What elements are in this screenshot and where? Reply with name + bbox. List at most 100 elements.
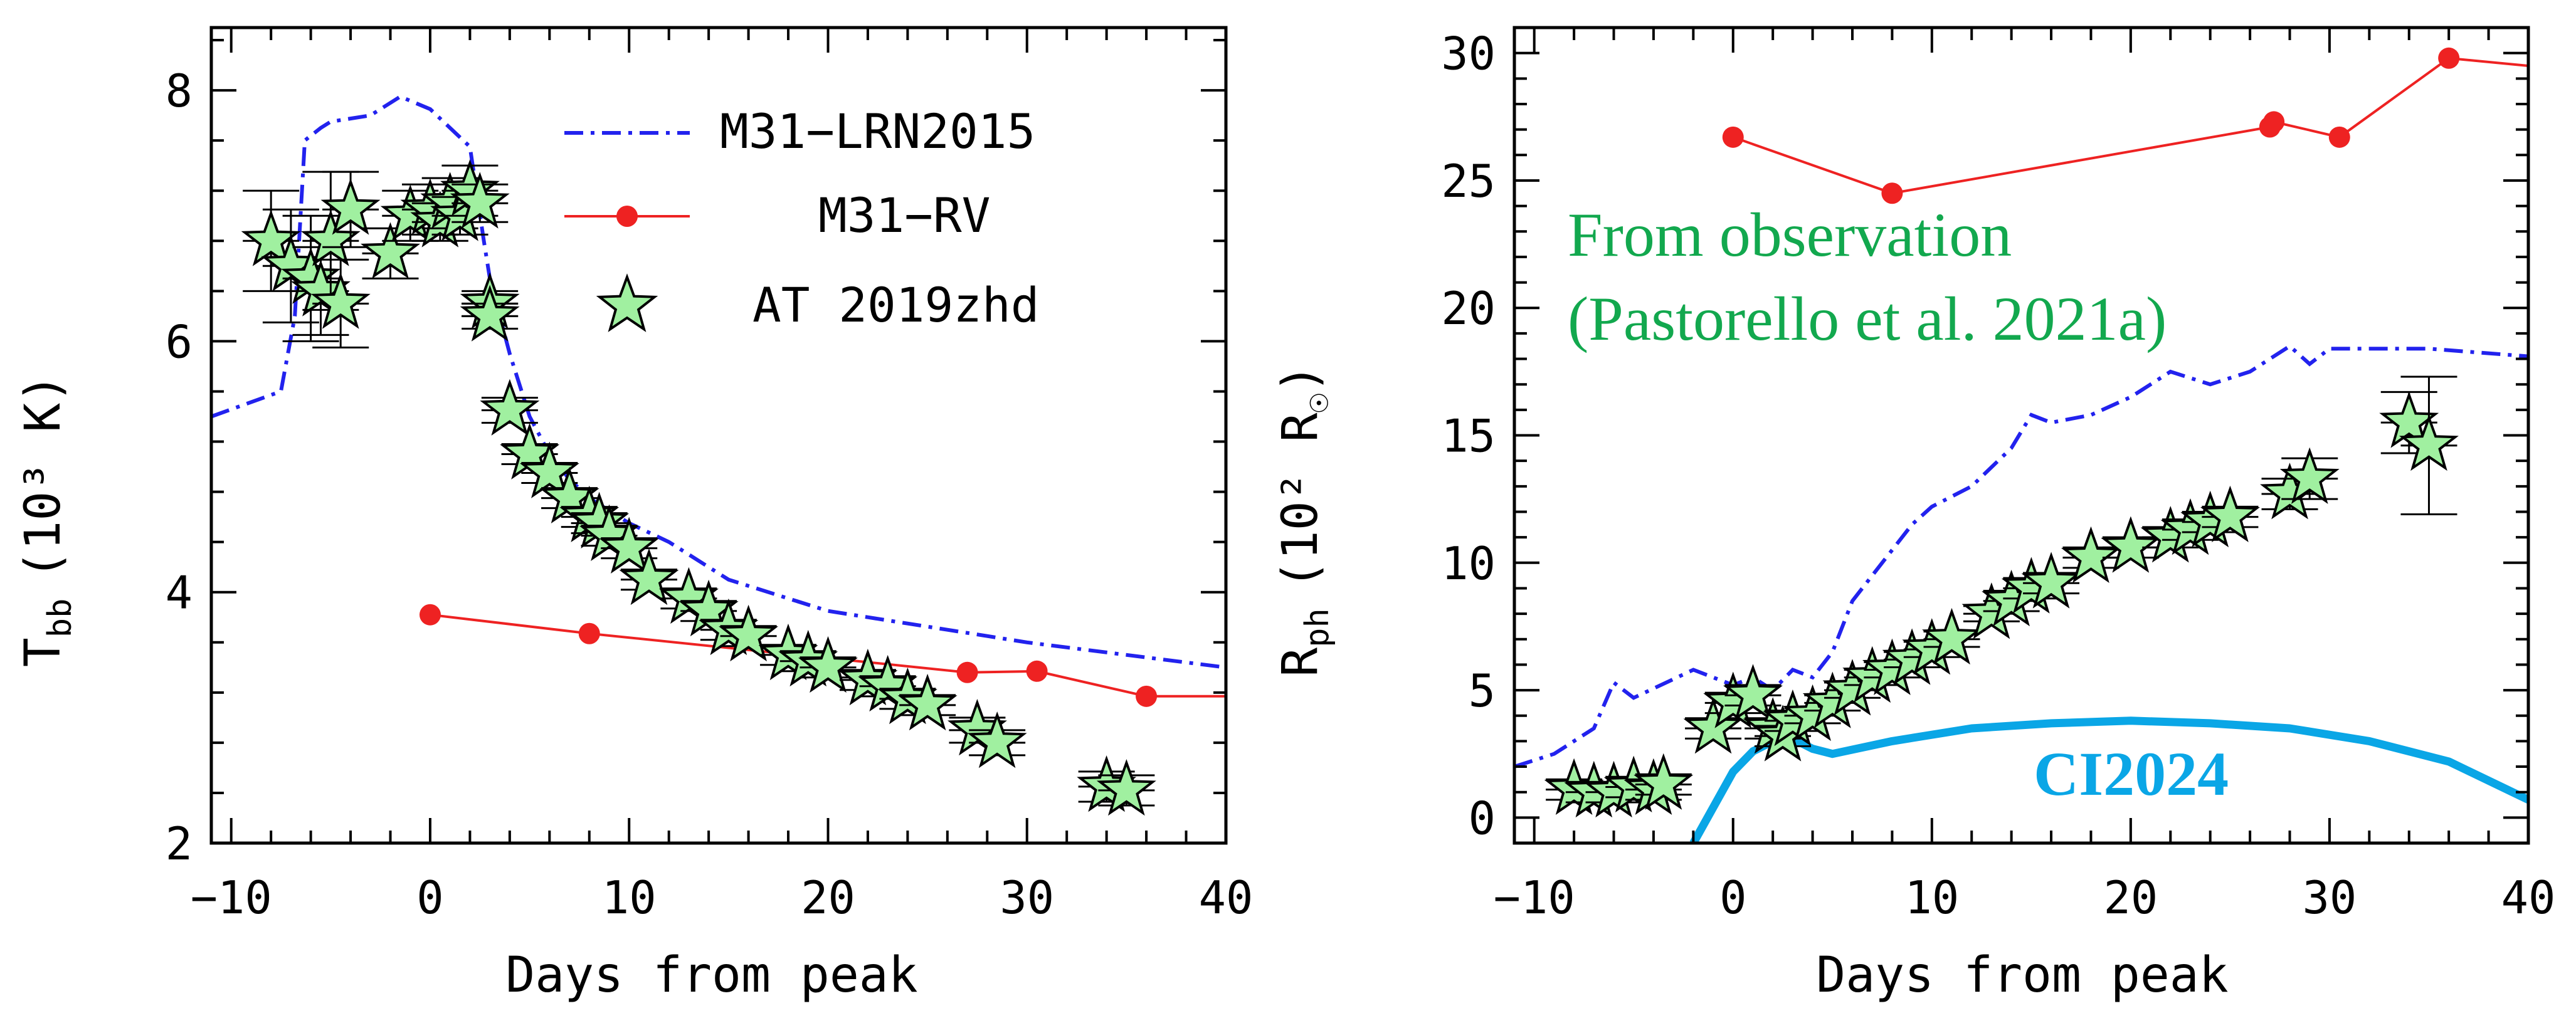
right-data-point xyxy=(2279,447,2340,504)
right-data-point xyxy=(2200,485,2260,542)
right-y-tick-label: 15 xyxy=(1441,410,1496,463)
annotation-ci2024: CI2024 xyxy=(2034,739,2229,809)
right-series-line-m31-rv xyxy=(1733,56,2528,195)
annotation-from-observation: From observation xyxy=(1568,200,2012,270)
star-marker xyxy=(480,379,540,436)
left-data-point xyxy=(480,379,540,436)
right-y-axis-symbol: R xyxy=(1272,648,1329,677)
right-x-tick-label: −10 xyxy=(1494,871,1575,924)
left-series-group xyxy=(211,94,1226,816)
star-marker xyxy=(1723,664,1783,721)
legend-label-m31-lrn2015: M31−LRN2015 xyxy=(720,103,1035,159)
right-y-axis-unit-end: ) xyxy=(1272,364,1329,393)
right-plot-area: −10 0 10 20 30 40 0 5 10 15 20 25 30 xyxy=(1441,26,2556,924)
right-data-point xyxy=(2399,375,2459,516)
left-rv-marker xyxy=(419,604,441,626)
right-plot-frame xyxy=(1512,26,2530,845)
star-marker xyxy=(599,517,659,574)
left-y-tick-label: 4 xyxy=(166,567,193,619)
left-y-axis-title: Tbb (10³ K) xyxy=(15,374,79,667)
right-data-point xyxy=(2021,552,2081,609)
left-x-tick-label: −10 xyxy=(191,871,272,924)
left-data-point xyxy=(897,673,958,731)
right-x-tick-label: 30 xyxy=(2303,871,2357,924)
left-series-line-m31-rv xyxy=(430,613,1226,698)
right-x-tick-label: 40 xyxy=(2501,871,2556,924)
legend-label-at2019zhd: AT 2019zhd xyxy=(752,277,1040,333)
left-y-axis-subscript: bb xyxy=(41,599,79,638)
star-marker xyxy=(2279,447,2340,504)
left-y-tick-label: 8 xyxy=(166,65,193,117)
right-data-point xyxy=(1634,753,1694,810)
right-x-tick-label: 20 xyxy=(2104,871,2158,924)
star-marker xyxy=(897,673,958,731)
left-y-tick-label: 2 xyxy=(166,817,193,870)
star-marker xyxy=(1683,697,1743,754)
right-y-axis-unit: (10² R xyxy=(1272,412,1329,589)
right-series-line-m31-lrn2015 xyxy=(1514,344,2528,768)
left-data-point xyxy=(460,285,520,342)
right-y-tick-label: 20 xyxy=(1441,282,1496,335)
right-data-point xyxy=(1683,697,1743,754)
left-data-point xyxy=(798,636,858,693)
left-data-point xyxy=(320,170,381,248)
right-series-group xyxy=(1514,47,2528,843)
left-legend: M31−LRN2015 M31−RV AT 2019zhd xyxy=(564,103,1040,333)
left-rv-marker xyxy=(1026,660,1048,682)
left-y-axis-unit: (10³ K) xyxy=(15,374,71,580)
left-y-axis-symbol: T xyxy=(15,637,71,667)
star-marker xyxy=(310,272,371,329)
star-marker xyxy=(619,548,679,606)
right-rv-marker xyxy=(2263,111,2285,133)
star-marker xyxy=(519,441,579,498)
right-y-tick-label: 30 xyxy=(1441,28,1496,80)
right-rv-marker xyxy=(2438,47,2460,69)
left-y-tick-label: 6 xyxy=(166,315,193,368)
left-rv-marker xyxy=(956,661,978,683)
right-y-tick-label: 10 xyxy=(1441,537,1496,590)
right-y-tick-label: 25 xyxy=(1441,155,1496,207)
left-data-point xyxy=(310,258,371,349)
star-marker xyxy=(1096,758,1156,816)
legend-label-m31-rv: M31−RV xyxy=(818,187,991,243)
star-marker xyxy=(798,636,858,693)
left-x-tick-label: 20 xyxy=(801,871,855,924)
sun-symbol: ☉ xyxy=(1299,393,1336,412)
left-x-tick-label: 0 xyxy=(416,871,443,924)
right-x-tick-label: 0 xyxy=(1719,871,1746,924)
right-x-axis-title: Days from peak xyxy=(1816,947,2228,1004)
left-data-point xyxy=(1096,758,1156,816)
star-marker xyxy=(1634,753,1694,810)
star-marker xyxy=(1922,607,1982,665)
right-data-point xyxy=(1922,607,1982,665)
annotation-pastorello: (Pastorello et al. 2021a) xyxy=(1568,284,2167,354)
right-data-point xyxy=(2260,463,2320,520)
legend-marker-m31-rv xyxy=(616,206,638,227)
left-data-point xyxy=(450,172,510,229)
right-y-axis-subscript: ph xyxy=(1299,608,1336,648)
right-rv-marker xyxy=(1881,182,1903,204)
right-y-tick-label: 5 xyxy=(1469,664,1496,717)
star-marker xyxy=(2061,526,2121,583)
star-marker xyxy=(2200,485,2260,542)
left-data-point xyxy=(361,222,421,280)
star-marker xyxy=(719,604,779,662)
right-y-tick-label: 0 xyxy=(1469,792,1496,844)
left-rv-marker xyxy=(578,622,600,644)
right-rv-marker xyxy=(1722,126,1744,148)
left-x-tick-label: 10 xyxy=(602,871,657,924)
left-x-tick-label: 40 xyxy=(1199,871,1254,924)
left-series-line-m31-lrn2015 xyxy=(211,94,1226,669)
left-data-point xyxy=(967,711,1027,768)
left-x-tick-label: 30 xyxy=(1000,871,1054,924)
right-y-axis-title: Rph (10² R☉) xyxy=(1272,364,1336,677)
star-marker xyxy=(2021,552,2081,609)
left-plot-frame xyxy=(209,26,1228,845)
left-rv-marker xyxy=(1136,685,1158,707)
left-x-axis-title: Days from peak xyxy=(505,947,917,1004)
star-marker xyxy=(2399,414,2459,471)
star-marker xyxy=(2101,516,2161,573)
right-rv-marker xyxy=(2328,126,2350,148)
